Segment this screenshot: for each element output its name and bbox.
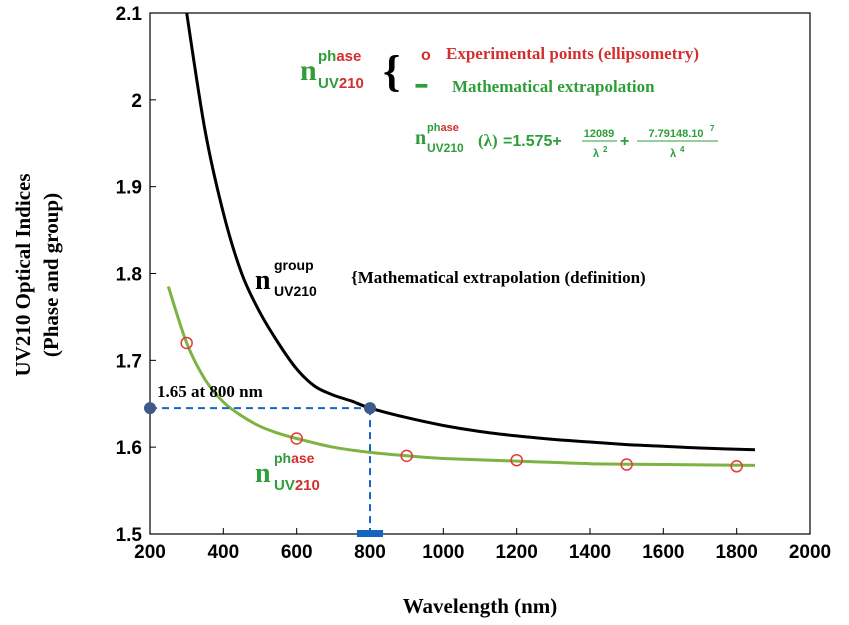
group-sub-210: 210 <box>293 283 317 299</box>
formula-sup-ph: ph <box>427 122 441 134</box>
y-tick-label: 1.6 <box>116 438 142 459</box>
y-tick-label: 1.7 <box>116 351 142 372</box>
y-tick-label: 2.1 <box>116 4 143 25</box>
x-tick-label: 2000 <box>789 542 831 563</box>
experimental-point <box>180 336 193 350</box>
phase-sub-uv: UV <box>274 477 295 494</box>
sub-uv: UV <box>318 75 339 92</box>
phase-subscript: UV210 <box>274 477 320 494</box>
x-tick-label: 1800 <box>716 542 758 563</box>
x-tick-label: 1400 <box>569 542 611 563</box>
x-axis-ticks: 200 400 600 800 1000 1200 1400 1600 1800 2000 <box>134 528 831 563</box>
legend-brace: { <box>383 47 400 96</box>
series-phase-index-line <box>166 286 756 467</box>
formula-sup-ase: ase <box>440 122 458 134</box>
group-superscript: group <box>274 257 314 273</box>
x-tick-label: 1200 <box>496 542 538 563</box>
phase-sup-ph: ph <box>274 450 291 466</box>
legend-circle-symbol: o <box>421 47 431 64</box>
y-tick-label: 1.5 <box>116 525 143 546</box>
x-tick-label: 200 <box>134 542 166 563</box>
formula-sup: phase <box>427 122 459 134</box>
experimental-points <box>180 336 743 473</box>
y-axis-ticks: 1.5 1.6 1.7 1.8 1.9 2 2.1 <box>116 4 156 546</box>
formula: n phase UV210 (λ) =1.575+ 12089 λ 2 + 7.… <box>415 122 718 160</box>
formula-sub-uv: UV <box>427 141 444 155</box>
group-index-label: n group UV210 {Mathematical extrapolatio… <box>255 257 646 299</box>
sup-ase: ase <box>336 48 361 65</box>
phase-n-symbol: n <box>255 458 271 489</box>
y-tick-label: 1.8 <box>116 265 142 286</box>
legend-n-subscript: UV210 <box>318 75 364 92</box>
formula-num2: 7.79148.10 <box>648 128 703 140</box>
y-axis-label-line1: UV210 Optical Indices <box>11 173 35 376</box>
guide-dot-y-axis <box>144 402 156 415</box>
guide-x-axis-marker <box>357 530 383 537</box>
formula-sub-210: 210 <box>444 141 464 155</box>
legend-dash-symbol: ━ <box>415 76 428 96</box>
group-n-symbol: n <box>255 265 271 296</box>
experimental-point <box>510 453 523 467</box>
experimental-point <box>400 449 413 463</box>
y-axis-label-line2: (Phase and group) <box>39 193 63 357</box>
formula-den2: λ <box>670 148 676 160</box>
formula-sub: UV210 <box>427 141 464 155</box>
marker-label: 1.65 at 800 nm <box>157 382 263 401</box>
formula-plus: + <box>620 133 629 150</box>
phase-superscript: phase <box>274 450 315 466</box>
formula-lambda-arg: (λ) <box>478 131 498 150</box>
group-sub-uv: UV <box>274 283 294 299</box>
formula-n: n <box>415 127 426 149</box>
experimental-point <box>290 432 303 445</box>
legend-experimental-label: Experimental points (ellipsometry) <box>446 44 699 63</box>
y-tick-label: 2 <box>131 91 142 112</box>
formula-equals: =1.575+ <box>503 133 562 150</box>
formula-num1: 12089 <box>584 128 615 140</box>
x-tick-label: 400 <box>207 542 239 563</box>
sup-ph: ph <box>318 48 336 65</box>
formula-den1: λ <box>593 148 599 160</box>
legend-n-symbol: n <box>300 54 317 87</box>
experimental-point <box>730 460 743 473</box>
experimental-point <box>620 458 633 471</box>
legend-n-superscript: phase <box>318 48 361 65</box>
group-description: {Mathematical extrapolation (definition) <box>351 268 646 287</box>
y-axis-label: UV210 Optical Indices (Phase and group) <box>11 173 63 376</box>
formula-pow4: 4 <box>680 145 685 154</box>
x-tick-label: 600 <box>281 542 313 563</box>
legend-top: n phase UV210 { o Experimental points (e… <box>300 44 699 96</box>
group-subscript: UV210 <box>274 283 317 299</box>
formula-pow7: 7 <box>710 124 715 133</box>
x-tick-label: 1600 <box>642 542 684 563</box>
y-tick-label: 1.9 <box>116 178 142 199</box>
phase-sub-210: 210 <box>295 477 320 494</box>
guide-dot-800nm <box>364 402 376 415</box>
sub-210: 210 <box>339 75 364 92</box>
x-axis-label: Wavelength (nm) <box>403 594 558 618</box>
x-tick-label: 800 <box>354 542 386 563</box>
phase-index-label: n phase UV210 <box>255 450 320 494</box>
formula-pow2: 2 <box>603 145 608 154</box>
phase-sup-ase: ase <box>291 450 315 466</box>
legend-extrapolation-label: Mathematical extrapolation <box>452 77 655 96</box>
x-tick-label: 1000 <box>422 542 464 563</box>
